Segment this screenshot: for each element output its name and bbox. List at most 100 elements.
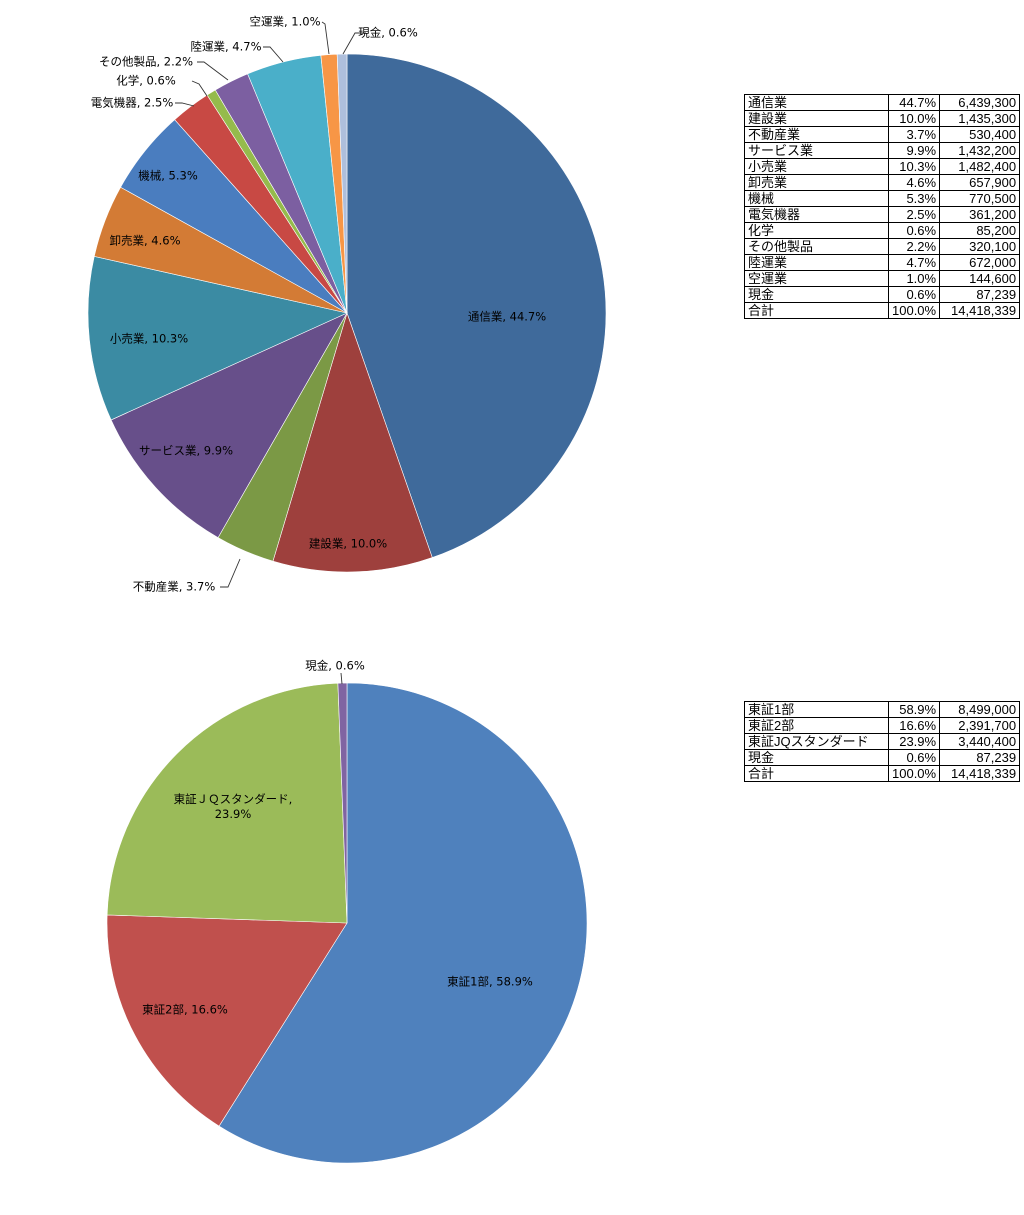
table-row: 電気機器 2.5% 361,200 [744,206,1021,223]
slice-label: 東証ＪＱスタンダード, 23.9% [174,792,293,821]
row-percent-cell: 100.0% [887,765,941,782]
row-value-cell: 14,418,339 [939,302,1021,319]
row-name-cell: 東証1部 [744,701,889,718]
leader-line [340,672,343,685]
row-percent-cell: 9.9% [887,142,941,159]
row-name-cell: 通信業 [744,94,889,111]
leader-line [263,46,284,63]
table-row: サービス業 9.9% 1,432,200 [744,142,1021,159]
slice-label: その他製品, 2.2% [99,55,193,69]
leader-line [197,61,229,81]
row-value-cell: 530,400 [939,126,1021,143]
table-row: その他製品 2.2% 320,100 [744,238,1021,255]
row-percent-cell: 23.9% [887,733,941,750]
row-name-cell: 化学 [744,222,889,239]
slice-label: 機械, 5.3% [138,169,198,183]
slice-label: 小売業, 10.3% [110,332,188,346]
table-row: 東証2部 16.6% 2,391,700 [744,717,1021,734]
row-name-cell: 卸売業 [744,174,889,191]
table-row: 不動産業 3.7% 530,400 [744,126,1021,143]
row-percent-cell: 0.6% [887,749,941,766]
pie-chart-1: 通信業, 44.7% 建設業, 10.0% 不動産業, 3.7% サービス業, 9.9… [87,15,607,594]
row-percent-cell: 10.3% [887,158,941,175]
table-row: 現金 0.6% 87,239 [744,286,1021,303]
leader-line [220,558,241,588]
row-name-cell: 陸運業 [744,254,889,271]
pie-chart-2: 東証1部, 58.9% 東証2部, 16.6% 東証ＪＱスタンダード, 23.9% 現金… [106,659,588,1164]
row-value-cell: 361,200 [939,206,1021,223]
row-value-cell: 672,000 [939,254,1021,271]
row-name-cell: サービス業 [744,142,889,159]
leader-line [342,32,366,55]
row-name-cell: 合計 [744,765,889,782]
table-row: 通信業 44.7% 6,439,300 [744,94,1021,111]
slice-label: 化学, 0.6% [116,74,176,88]
row-percent-cell: 58.9% [887,701,941,718]
pie-slice-通信業 [346,53,607,558]
table-row: 合計 100.0% 14,418,339 [744,302,1021,319]
pie-slice-建設業 [272,312,433,573]
row-percent-cell: 10.0% [887,110,941,127]
pie-slice-東証2部 [106,914,348,1127]
row-name-cell: 東証JQスタンダード [744,733,889,750]
row-name-cell: 合計 [744,302,889,319]
row-value-cell: 85,200 [939,222,1021,239]
market-allocation-table: 東証1部 58.9% 8,499,000 東証2部 16.6% 2,391,700 東証JQ… [744,701,1021,782]
row-percent-cell: 0.6% [887,286,941,303]
pie-slice-サービス業 [110,312,348,539]
leader-line [321,21,330,55]
table-row: 空運業 1.0% 144,600 [744,270,1021,287]
row-name-cell: 不動産業 [744,126,889,143]
leader-line [175,102,195,107]
industry-allocation-table: 通信業 44.7% 6,439,300 建設業 10.0% 1,435,300 不動産業 3.… [744,94,1021,319]
table-row: 東証1部 58.9% 8,499,000 [744,701,1021,718]
row-percent-cell: 0.6% [887,222,941,239]
table-row: 陸運業 4.7% 672,000 [744,254,1021,271]
table-row: 小売業 10.3% 1,482,400 [744,158,1021,175]
row-name-cell: その他製品 [744,238,889,255]
row-percent-cell: 3.7% [887,126,941,143]
row-name-cell: 空運業 [744,270,889,287]
row-name-cell: 小売業 [744,158,889,175]
slice-label: 現金, 0.6% [305,659,365,673]
row-percent-cell: 16.6% [887,717,941,734]
row-percent-cell: 2.2% [887,238,941,255]
row-value-cell: 14,418,339 [939,765,1021,782]
slice-label: 東証1部, 58.9% [447,975,533,989]
row-percent-cell: 4.7% [887,254,941,271]
row-value-cell: 87,239 [939,749,1021,766]
row-percent-cell: 5.3% [887,190,941,207]
row-value-cell: 320,100 [939,238,1021,255]
pie-slice-現金 [336,53,348,314]
row-value-cell: 1,432,200 [939,142,1021,159]
row-value-cell: 657,900 [939,174,1021,191]
row-name-cell: 現金 [744,749,889,766]
table-row: 東証JQスタンダード 23.9% 3,440,400 [744,733,1021,750]
row-value-cell: 6,439,300 [939,94,1021,111]
pie-slice-東証1部 [218,682,588,1164]
slice-label: 通信業, 44.7% [468,310,546,324]
row-percent-cell: 4.6% [887,174,941,191]
row-value-cell: 8,499,000 [939,701,1021,718]
row-value-cell: 3,440,400 [939,733,1021,750]
table-row: 合計 100.0% 14,418,339 [744,765,1021,782]
row-value-cell: 2,391,700 [939,717,1021,734]
slice-label: 不動産業, 3.7% [133,580,216,594]
row-percent-cell: 100.0% [887,302,941,319]
row-name-cell: 電気機器 [744,206,889,223]
row-name-cell: 機械 [744,190,889,207]
slice-label: 空運業, 1.0% [249,15,320,29]
table-row: 卸売業 4.6% 657,900 [744,174,1021,191]
slice-label: 電気機器, 2.5% [91,96,174,110]
row-value-cell: 144,600 [939,270,1021,287]
row-percent-cell: 2.5% [887,206,941,223]
pie-slice-現金 [337,682,348,924]
slice-label: サービス業, 9.9% [139,444,233,458]
leader-line [191,80,208,97]
row-value-cell: 87,239 [939,286,1021,303]
row-name-cell: 建設業 [744,110,889,127]
row-percent-cell: 44.7% [887,94,941,111]
table-row: 機械 5.3% 770,500 [744,190,1021,207]
slice-label: 建設業, 10.0% [309,537,387,551]
slice-label: 陸運業, 4.7% [190,40,261,54]
